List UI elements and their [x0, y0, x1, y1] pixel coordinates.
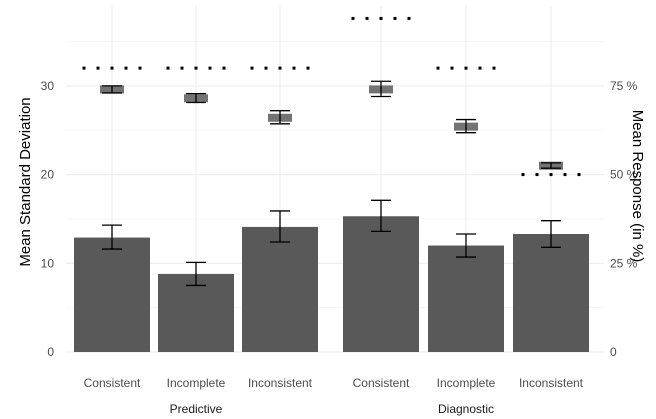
dot-5-0 [521, 173, 525, 177]
y2-tick-label: 75 % [610, 79, 638, 93]
dotted-mark-2 [250, 66, 310, 70]
y-axis-ticks: 0 10 20 30 [41, 79, 55, 359]
y2-tick-label: 25 % [610, 256, 638, 270]
dot-0-1 [96, 66, 100, 70]
x-tick-label: Incomplete [167, 376, 226, 390]
dot-5-2 [549, 173, 553, 177]
dot-5-4 [577, 173, 581, 177]
y-tick-label: 10 [41, 256, 55, 270]
dot-2-2 [278, 66, 282, 70]
dot-4-2 [464, 66, 468, 70]
box-error-5 [541, 162, 561, 169]
box-error-0 [102, 85, 122, 94]
bar-error-1 [186, 261, 206, 287]
bar-error-2 [270, 210, 290, 243]
bar-5 [513, 234, 589, 352]
dot-0-2 [110, 66, 114, 70]
y2-axis-ticks: 0 25 % 50 % 75 % [610, 79, 638, 359]
dot-2-4 [306, 66, 310, 70]
bar-3 [343, 216, 419, 352]
bar-1 [158, 273, 234, 352]
dot-3-1 [365, 16, 369, 20]
dotted-mark-1 [166, 66, 226, 70]
box-error-3 [371, 80, 391, 98]
box-error-2 [270, 110, 290, 125]
bar-4 [428, 245, 504, 352]
x-tick-label: Inconsistent [248, 376, 313, 390]
dot-3-2 [379, 16, 383, 20]
dot-0-3 [124, 66, 128, 70]
x-tick-label: Incomplete [437, 376, 496, 390]
x-group-label: Predictive [170, 402, 223, 416]
dot-3-0 [351, 16, 355, 20]
dotted-series [82, 16, 581, 177]
bar-error-0 [102, 224, 122, 250]
x-tick-label: Consistent [353, 376, 410, 390]
x-axis-ticks: Consistent Incomplete Inconsistent Consiste… [84, 376, 584, 390]
dotted-mark-4 [436, 66, 496, 70]
dot-1-4 [222, 66, 226, 70]
dot-4-4 [492, 66, 496, 70]
box-error-1 [186, 93, 206, 104]
x-tick-label: Inconsistent [519, 376, 584, 390]
bar-error-3 [371, 199, 391, 232]
dot-4-1 [450, 66, 454, 70]
dot-0-0 [82, 66, 86, 70]
y-tick-label: 20 [41, 168, 55, 182]
dot-1-0 [166, 66, 170, 70]
bar-series [74, 199, 589, 352]
dotted-mark-0 [82, 66, 142, 70]
dotted-mark-5 [521, 173, 581, 177]
box-error-4 [456, 118, 476, 134]
bar-error-4 [456, 233, 476, 258]
dot-4-3 [478, 66, 482, 70]
dot-0-4 [138, 66, 142, 70]
dot-5-3 [563, 173, 567, 177]
dot-1-1 [180, 66, 184, 70]
y2-axis-title: Mean Response (in %) [629, 110, 646, 263]
dot-4-0 [436, 66, 440, 70]
dot-1-2 [194, 66, 198, 70]
dot-2-1 [264, 66, 268, 70]
x-tick-label: Consistent [84, 376, 141, 390]
dot-1-3 [208, 66, 212, 70]
dot-2-3 [292, 66, 296, 70]
y-axis-title: Mean Standard Deviation [17, 97, 34, 266]
dot-3-3 [393, 16, 397, 20]
bar-2 [242, 226, 318, 352]
y-tick-label: 0 [47, 345, 54, 359]
dot-2-0 [250, 66, 254, 70]
y2-tick-label: 0 [610, 345, 617, 359]
box-series [100, 80, 563, 170]
dot-5-1 [535, 173, 539, 177]
x-axis-groups: Predictive Diagnostic [170, 402, 494, 416]
bar-0 [74, 237, 150, 352]
x-group-label: Diagnostic [438, 402, 494, 416]
dot-3-4 [407, 16, 411, 20]
bar-error-5 [541, 220, 561, 248]
y2-tick-label: 50 % [610, 168, 638, 182]
dotted-mark-3 [351, 16, 411, 20]
y-tick-label: 30 [41, 79, 55, 93]
